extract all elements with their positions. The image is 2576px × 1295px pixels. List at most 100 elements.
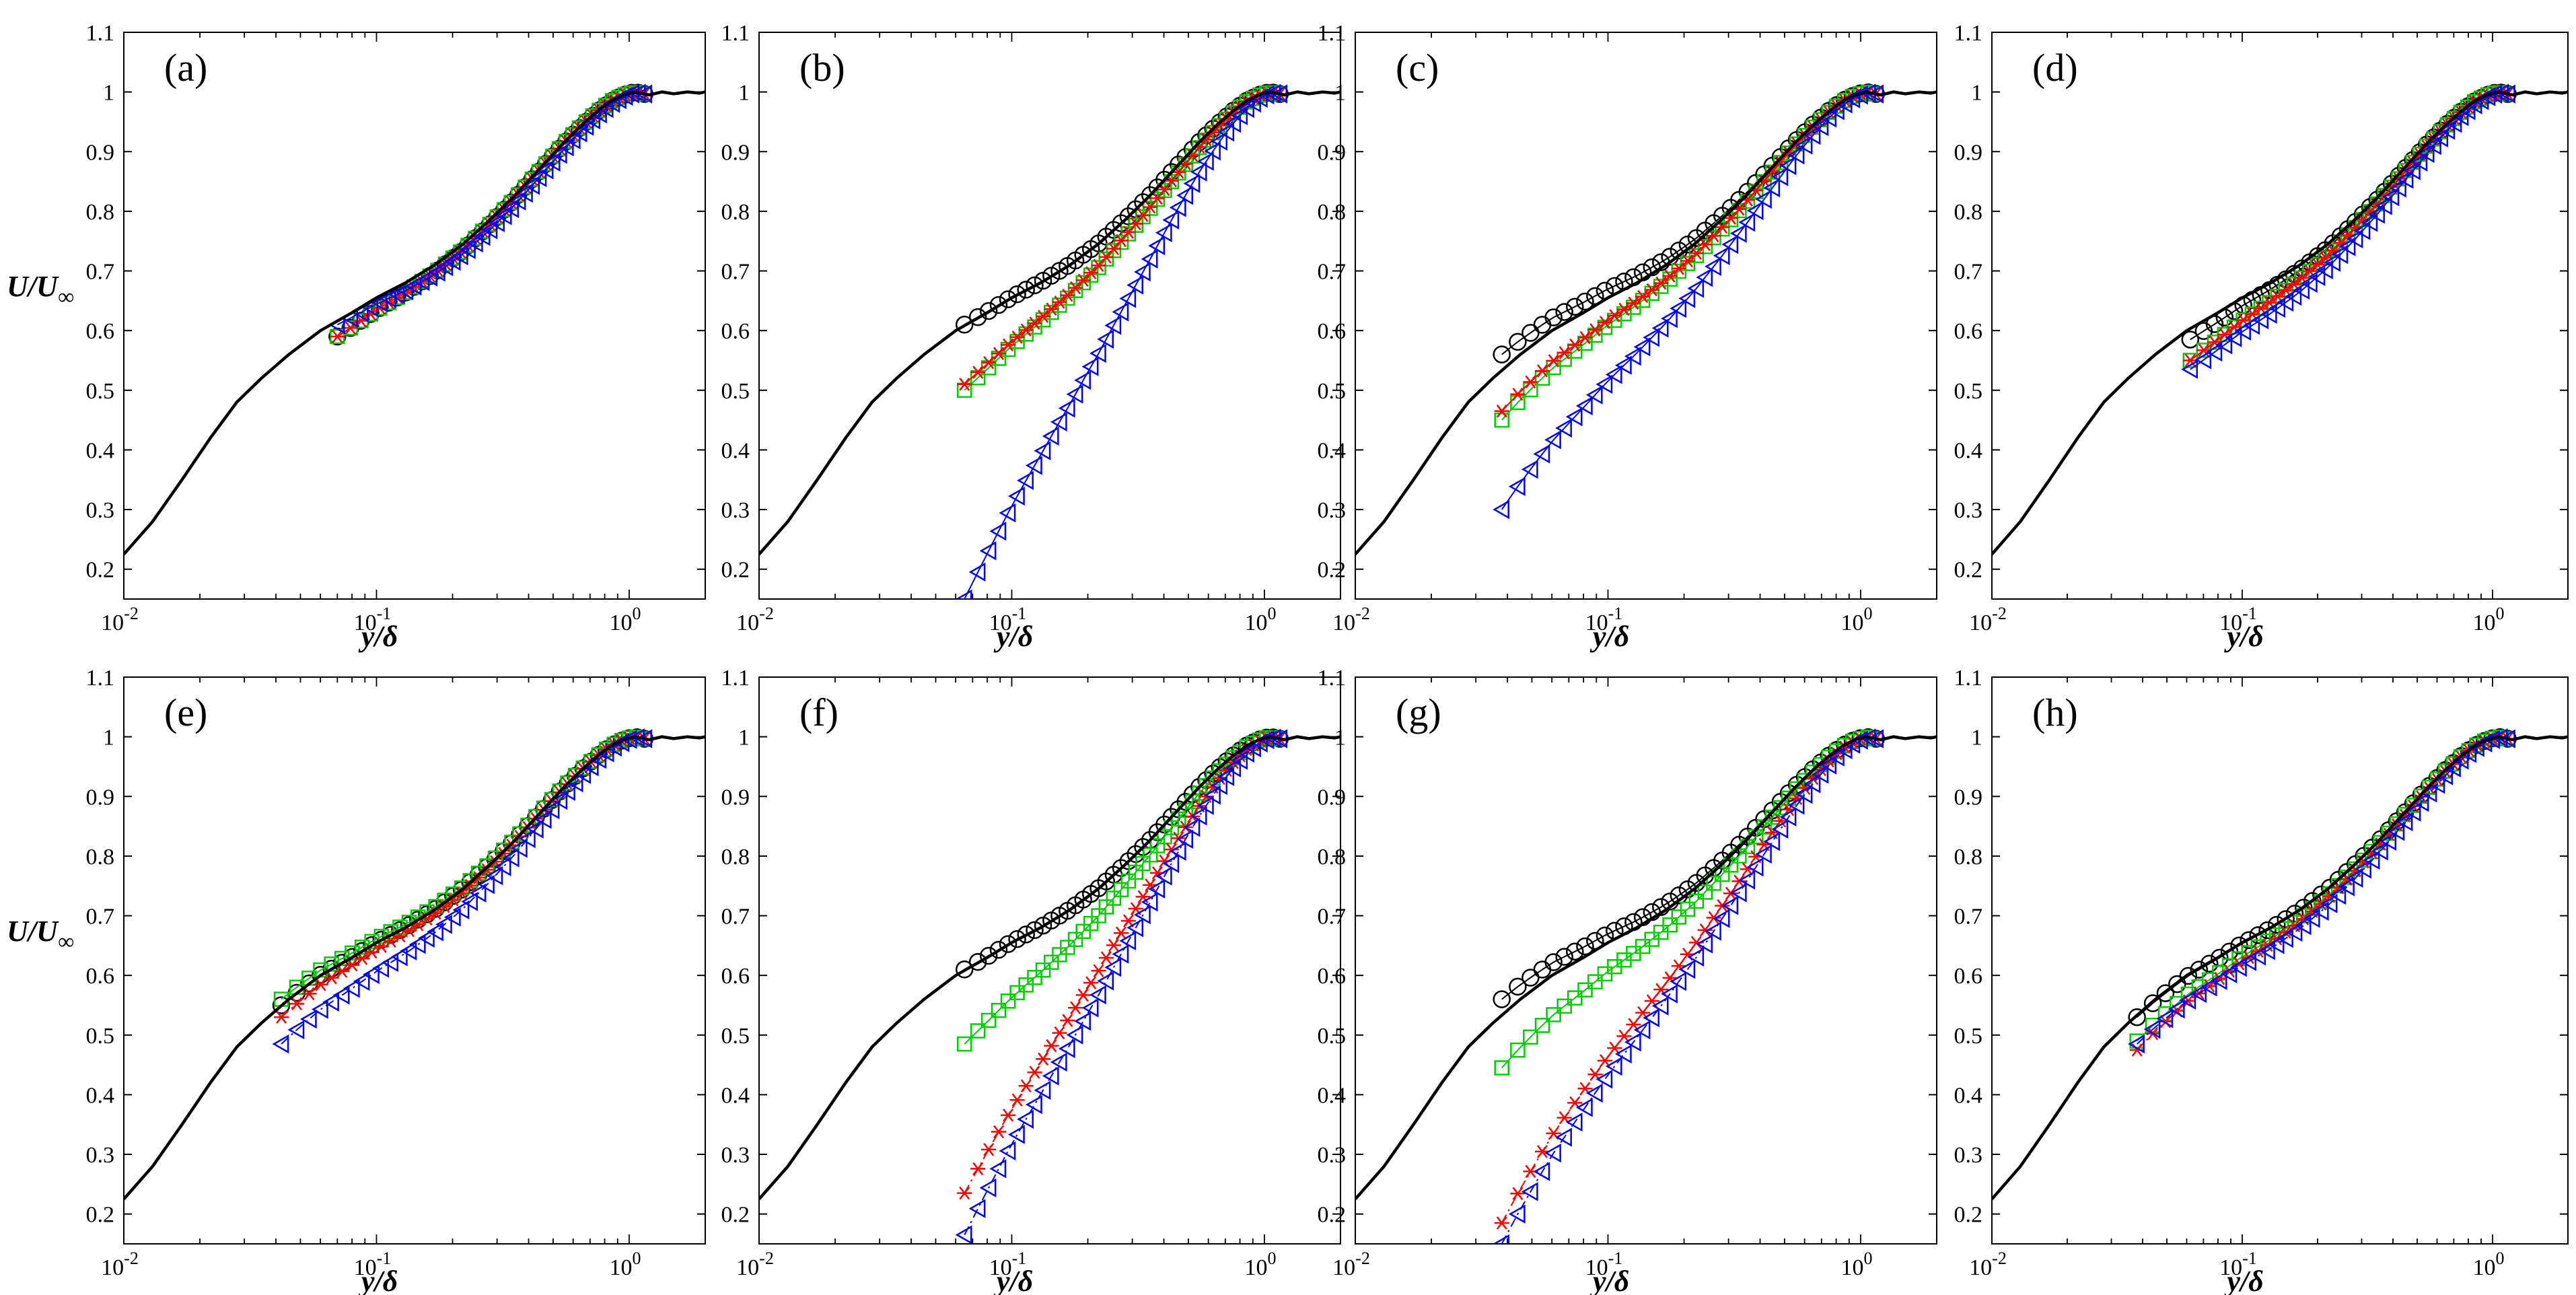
data-point-triangle <box>2380 831 2396 851</box>
data-point-star <box>301 987 317 1001</box>
x-tick-label: 10-2 <box>1332 1249 1370 1280</box>
data-point-circle <box>989 940 1008 959</box>
x-axis-label: y/δ <box>993 1265 1033 1295</box>
data-point-triangle <box>1820 108 1837 128</box>
x-tick-label: 10-1 <box>354 604 392 635</box>
data-point-star <box>957 1186 972 1200</box>
data-point-triangle <box>332 985 350 1005</box>
data-point-triangle <box>2368 205 2385 224</box>
data-point-triangle <box>2156 1009 2174 1028</box>
data-point-triangle <box>1828 747 1845 767</box>
data-point-triangle <box>2234 321 2251 341</box>
data-point-star <box>1662 269 1678 283</box>
y-tick-label: 0.4 <box>721 1083 750 1108</box>
data-point-square <box>1060 290 1075 306</box>
data-point-square <box>970 1023 986 1039</box>
data-point-square <box>1067 283 1083 298</box>
data-point-triangle <box>1217 123 1235 142</box>
data-point-triangle <box>1544 430 1561 450</box>
data-point-star <box>1644 283 1659 297</box>
data-point-triangle <box>2249 946 2266 966</box>
data-point-star <box>1662 971 1678 985</box>
data-point-square <box>980 1012 997 1028</box>
data-point-triangle <box>1134 905 1151 925</box>
data-point-star <box>991 1125 1006 1139</box>
data-point-triangle <box>1851 85 1868 105</box>
data-point-triangle <box>2355 860 2371 879</box>
y-tick-label: 0.4 <box>1954 438 1983 463</box>
panel-label: (g) <box>1396 691 1441 734</box>
data-point-square <box>1671 263 1687 279</box>
reference-solid-line <box>759 735 1340 1200</box>
data-point-triangle <box>1238 743 1254 763</box>
x-axis-label: y/δ <box>2223 620 2263 653</box>
data-point-triangle <box>2194 350 2212 370</box>
data-point-triangle <box>2478 87 2496 106</box>
y-tick-label: 0.8 <box>1954 845 1983 870</box>
data-point-triangle <box>311 1000 328 1019</box>
data-point-star <box>1027 316 1042 330</box>
data-point-triangle <box>1141 893 1158 912</box>
series-line-blue <box>1501 737 1876 1244</box>
data-point-triangle <box>999 503 1016 523</box>
y-tick-label: 0.5 <box>86 379 115 404</box>
y-tick-label: 1 <box>1971 726 1982 750</box>
reference-solid-line <box>124 90 705 555</box>
data-point-star <box>2182 353 2198 368</box>
y-tick-label: 0.6 <box>1954 964 1983 989</box>
data-point-triangle <box>2338 237 2356 256</box>
data-point-star <box>1113 926 1129 940</box>
y-tick-label: 0.9 <box>1318 785 1347 810</box>
data-point-circle <box>2156 984 2175 1002</box>
data-point-square <box>991 1002 1007 1018</box>
data-point-triangle <box>1155 223 1172 242</box>
data-point-triangle <box>2431 128 2449 147</box>
plot-frame <box>758 32 1341 600</box>
panel-e: 0.2 0.3 0.4 0.5 0.6 0.7 0.8 0.9 1 1.1 10-2 10-1 100 y… <box>86 666 706 1295</box>
data-point-triangle <box>2293 280 2310 300</box>
data-point-triangle <box>1820 755 1837 775</box>
panel-label: (f) <box>799 691 838 734</box>
data-point-triangle <box>461 892 478 911</box>
data-point-triangle <box>979 1178 997 1197</box>
data-point-triangle <box>1126 918 1144 938</box>
data-point-star <box>1060 288 1075 302</box>
data-point-circle <box>1026 276 1044 295</box>
y-tick-label: 0.8 <box>1318 200 1347 225</box>
data-point-triangle <box>1066 1025 1083 1045</box>
y-tick-label: 0.4 <box>1318 438 1347 463</box>
data-point-square <box>1510 394 1526 411</box>
data-point-star <box>1587 1068 1603 1081</box>
data-point-triangle <box>1721 235 1739 254</box>
data-point-triangle <box>2205 342 2223 362</box>
data-point-triangle <box>2346 868 2363 888</box>
y-axis-label: U/U∞ <box>7 915 74 954</box>
data-point-star <box>1068 281 1083 295</box>
data-point-triangle <box>509 191 526 211</box>
y-tick-label: 0.8 <box>721 845 750 870</box>
y-tick-label: 0.5 <box>721 1024 750 1049</box>
y-tick-label: 0.9 <box>86 785 115 810</box>
data-point-triangle <box>2371 841 2388 861</box>
data-point-triangle <box>1746 201 1764 221</box>
data-point-star <box>1098 951 1114 965</box>
data-point-triangle <box>1204 141 1221 161</box>
data-point-triangle <box>1211 775 1228 796</box>
data-point-triangle <box>2483 730 2500 749</box>
data-point-circle <box>1008 930 1026 948</box>
data-point-star <box>1635 1006 1651 1020</box>
data-point-star <box>1027 1065 1042 1079</box>
data-point-triangle <box>1670 972 1687 991</box>
data-point-star <box>1587 323 1603 337</box>
data-point-triangle <box>2346 229 2363 249</box>
data-point-triangle <box>1779 807 1797 827</box>
data-point-star <box>1557 346 1572 359</box>
data-point-circle <box>1576 937 1594 956</box>
data-point-triangle <box>2268 298 2286 318</box>
data-point-triangle <box>1729 883 1747 903</box>
data-point-triangle <box>1081 357 1099 376</box>
data-point-star <box>289 997 304 1011</box>
data-point-triangle <box>1176 829 1193 849</box>
data-point-triangle <box>616 86 633 106</box>
data-point-star <box>2325 244 2340 257</box>
